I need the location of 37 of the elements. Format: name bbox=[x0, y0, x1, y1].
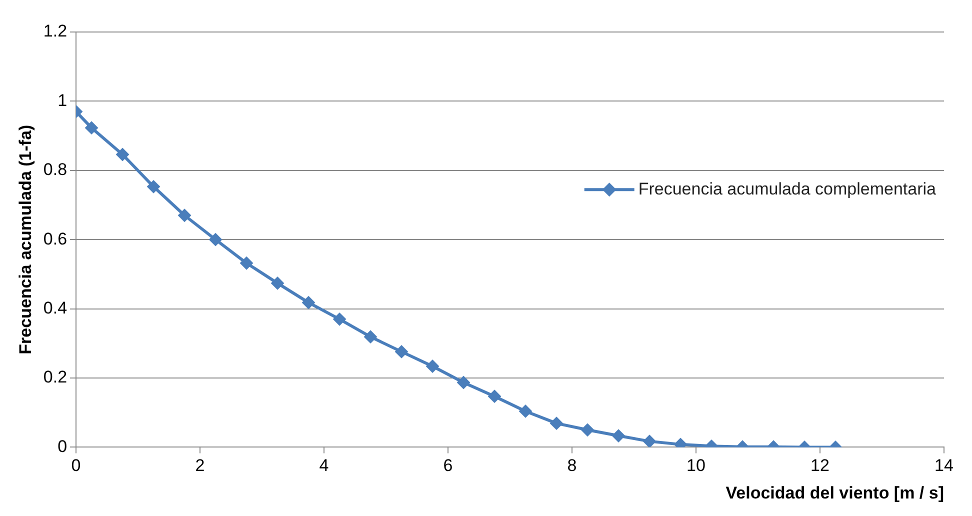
point bbox=[178, 208, 192, 222]
y-tick-label: 1.2 bbox=[43, 22, 68, 41]
point bbox=[240, 256, 254, 270]
point bbox=[85, 121, 98, 134]
x-tick-label: 0 bbox=[71, 456, 81, 476]
point bbox=[116, 148, 130, 161]
point bbox=[209, 233, 222, 246]
y-axis-title: Frecuencia acumulada (1-fa) bbox=[16, 124, 35, 354]
x-tick-label: 6 bbox=[443, 456, 453, 476]
point bbox=[302, 296, 316, 310]
point bbox=[426, 360, 440, 373]
x-axis-title: Velocidad del viento [m / s] bbox=[726, 483, 944, 502]
x-tick-label: 2 bbox=[195, 456, 205, 476]
y-tick-label: 0.8 bbox=[43, 160, 68, 180]
y-tick-label: 1 bbox=[58, 90, 68, 110]
point bbox=[457, 376, 470, 389]
point bbox=[488, 390, 502, 403]
point bbox=[612, 429, 626, 442]
point bbox=[550, 416, 564, 430]
legend-label: Frecuencia acumulada complementaria bbox=[638, 179, 937, 198]
x-tick-label: 14 bbox=[934, 456, 954, 476]
x-tick-label: 8 bbox=[567, 456, 577, 476]
point bbox=[147, 180, 160, 194]
y-tick-label: 0.6 bbox=[43, 229, 68, 248]
point bbox=[643, 434, 656, 448]
y-tick-label: 0 bbox=[58, 436, 68, 456]
x-tick-label: 12 bbox=[810, 456, 830, 476]
point bbox=[271, 276, 284, 290]
x-tick-label: 4 bbox=[319, 456, 329, 476]
x-tick-label: 10 bbox=[686, 456, 706, 476]
point bbox=[581, 423, 594, 436]
y-tick-label: 0.2 bbox=[43, 368, 68, 387]
point bbox=[333, 312, 346, 326]
y-tick-label: 0.4 bbox=[43, 298, 68, 318]
point bbox=[364, 330, 378, 344]
point bbox=[519, 404, 532, 418]
point bbox=[395, 345, 408, 358]
